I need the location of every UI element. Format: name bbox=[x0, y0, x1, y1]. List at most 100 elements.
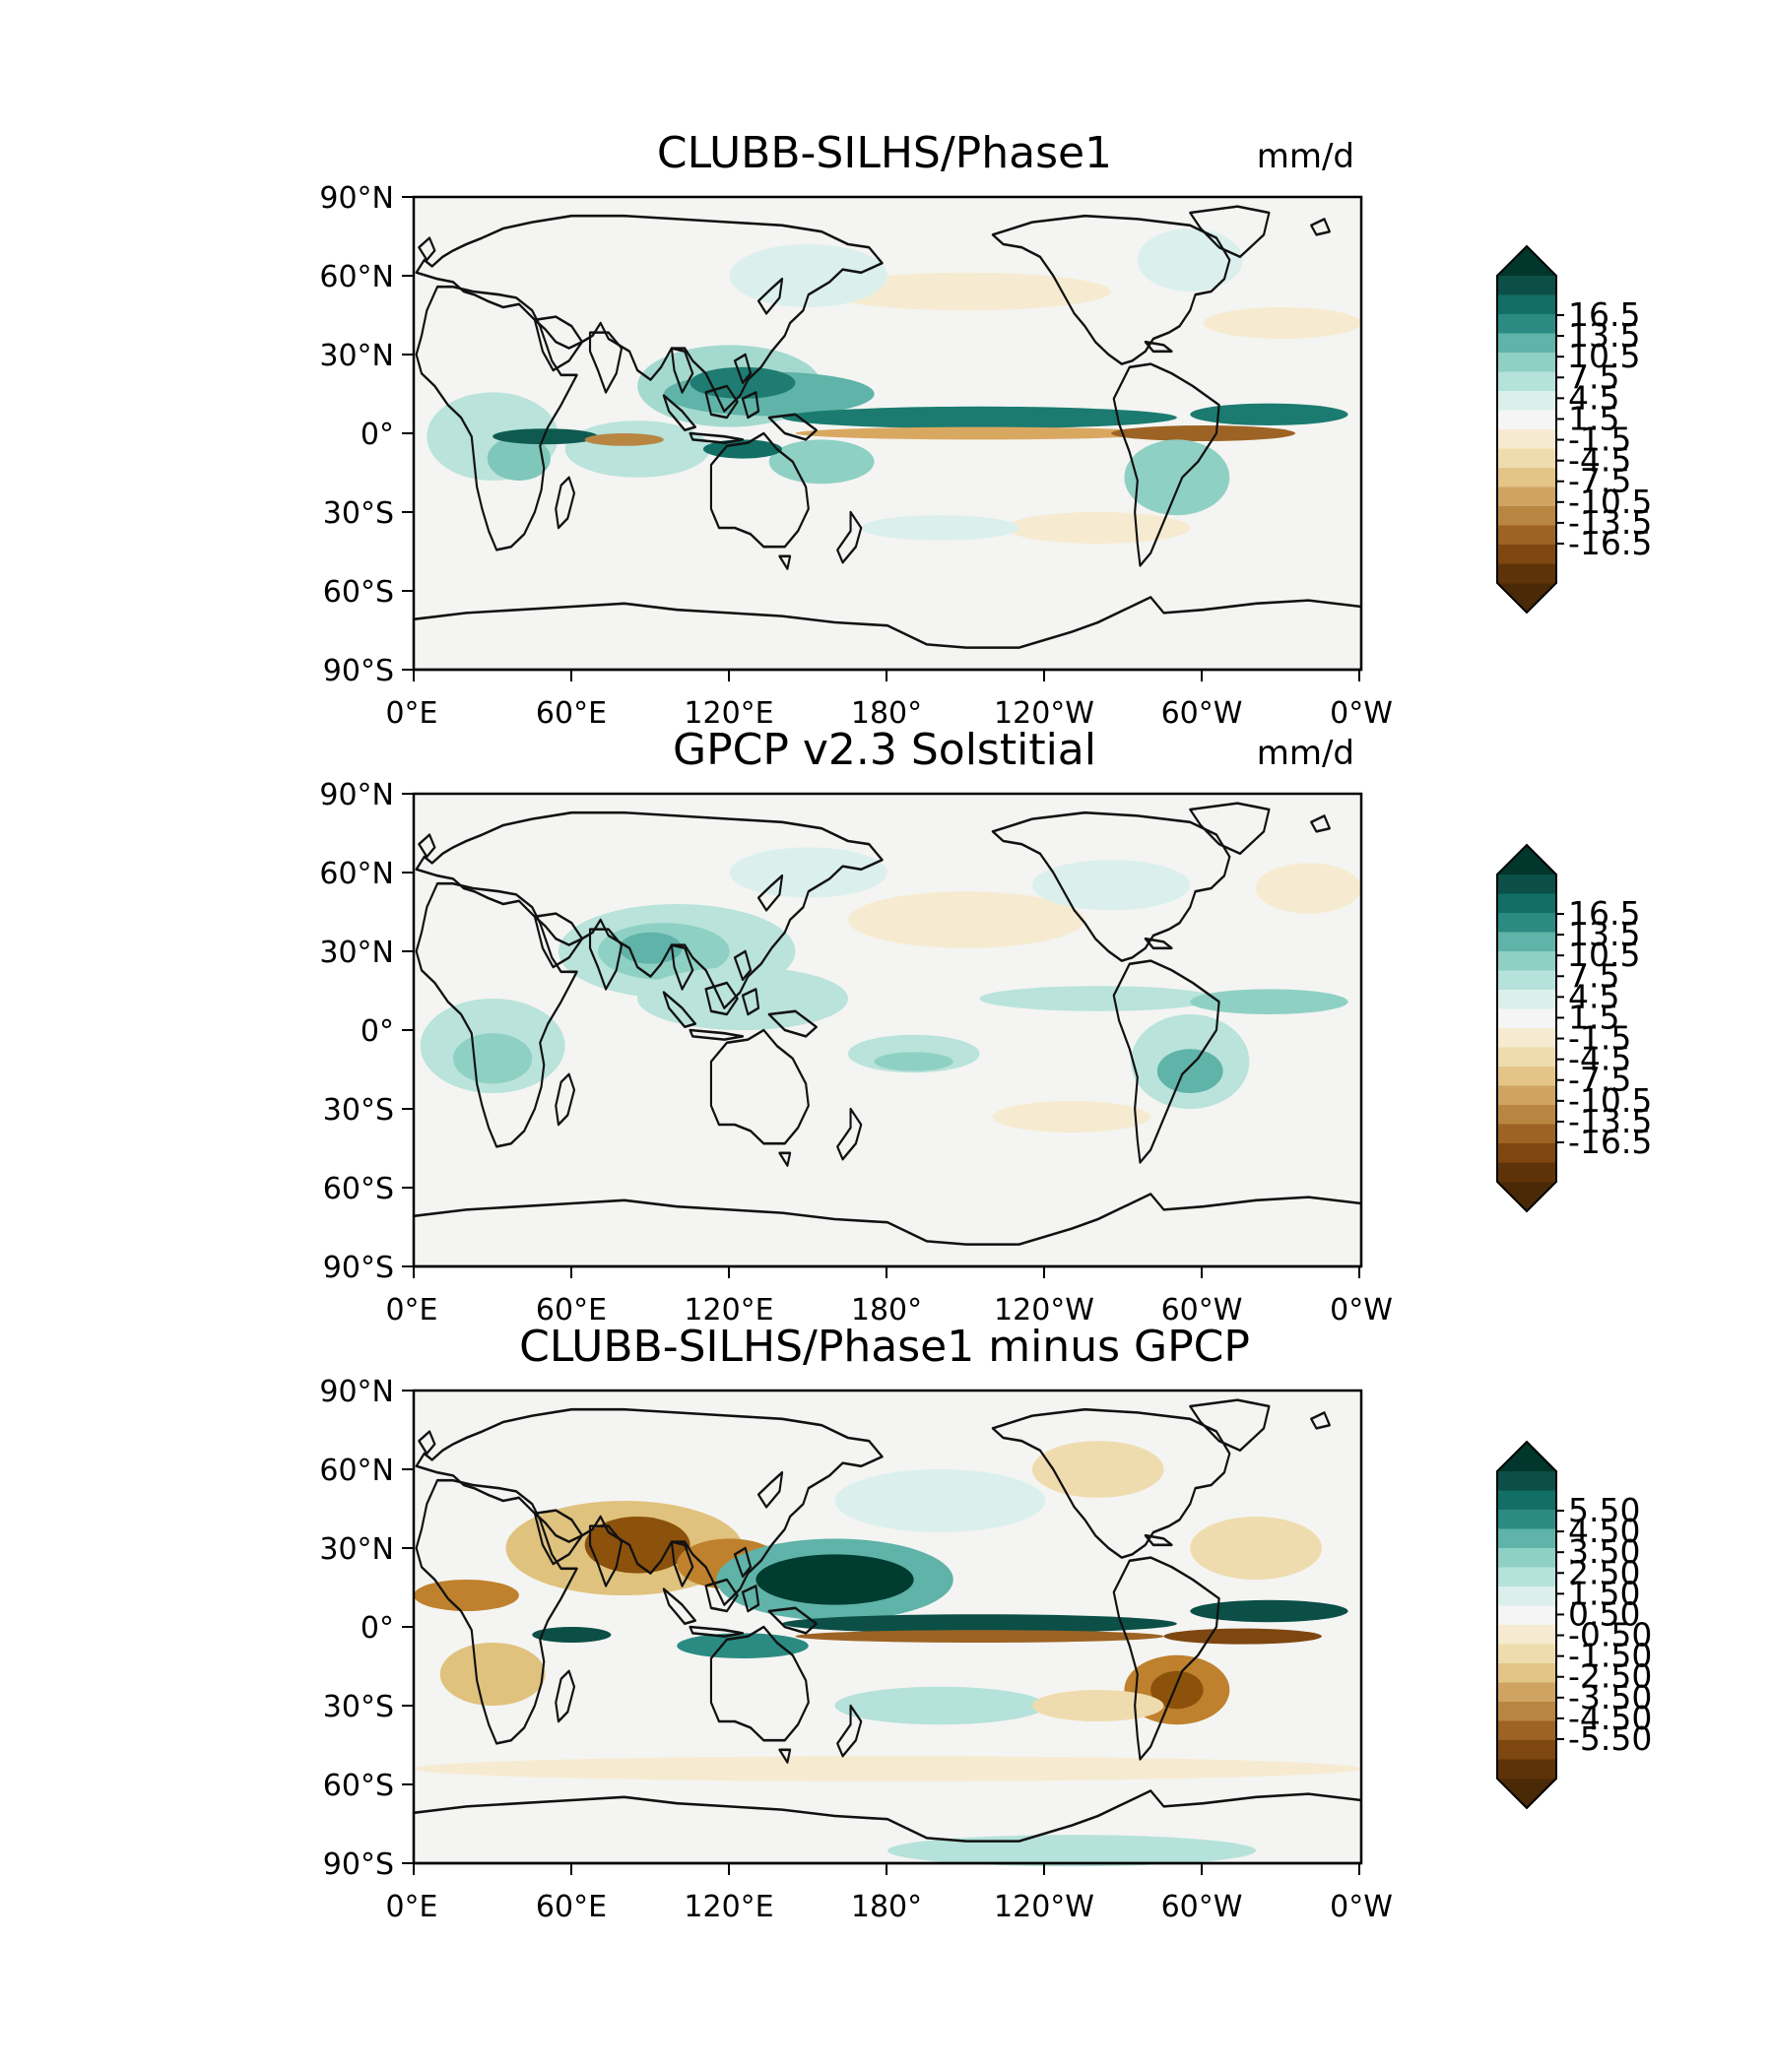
colorbar-tick-label: -16.5 bbox=[1568, 524, 1652, 562]
colorbar-segment bbox=[1497, 1047, 1556, 1068]
lon-axis: 0°E 60°E 120°E 180° 120°W 60°W 0°W bbox=[385, 1863, 1393, 1924]
lon-tick: 180° bbox=[851, 696, 922, 731]
colorbar-extend-min bbox=[1497, 583, 1556, 613]
colorbar-segment bbox=[1497, 1702, 1556, 1721]
colorbar-extend-min bbox=[1497, 1182, 1556, 1211]
colorbar-tick-label: 1.50 bbox=[1568, 1574, 1640, 1612]
colorbar-tick-label: 5.50 bbox=[1568, 1491, 1640, 1529]
colorbar-segment bbox=[1497, 990, 1556, 1009]
colorbar-segment bbox=[1497, 1663, 1556, 1683]
lon-tick: 120°E bbox=[684, 696, 773, 731]
lat-tick: 90°S bbox=[323, 1847, 394, 1882]
colorbar-segment bbox=[1497, 1471, 1556, 1491]
lon-axis: 0°E 60°E 120°E 180° 120°W 60°W 0°W bbox=[385, 1266, 1393, 1327]
lat-tick: 30°N bbox=[319, 1532, 394, 1567]
lon-tick: 0°E bbox=[385, 1890, 437, 1924]
colorbar-tick-label: -7.5 bbox=[1568, 462, 1631, 500]
colorbar-segment bbox=[1497, 276, 1556, 295]
lat-tick: 60°S bbox=[323, 1769, 394, 1803]
lat-tick: 30°N bbox=[319, 936, 394, 970]
map-area bbox=[412, 197, 1363, 672]
lon-tick: 0°W bbox=[1330, 696, 1393, 731]
colorbar-segment bbox=[1497, 1510, 1556, 1529]
colorbar-segment bbox=[1497, 410, 1556, 430]
lat-tick: 30°S bbox=[323, 1093, 394, 1128]
lat-tick: 0° bbox=[361, 418, 394, 452]
colorbar-tick-label: 10.5 bbox=[1568, 936, 1640, 974]
lat-tick: 60°N bbox=[319, 857, 394, 891]
lon-tick: 0°W bbox=[1330, 1890, 1393, 1924]
colorbar-segment bbox=[1497, 1740, 1556, 1760]
colorbar-tick-label: 3.50 bbox=[1568, 1532, 1640, 1571]
colorbar-tick-label: 4.50 bbox=[1568, 1512, 1640, 1550]
colorbar-segment bbox=[1497, 874, 1556, 894]
colorbar-segment bbox=[1497, 506, 1556, 526]
colorbar-segment bbox=[1497, 1567, 1556, 1587]
colorbar-tick-label: -13.5 bbox=[1568, 1102, 1652, 1140]
lon-tick: 60°E bbox=[536, 1293, 607, 1327]
colorbar-tick-label: -16.5 bbox=[1568, 1123, 1652, 1161]
colorbar-tick-label: -4.5 bbox=[1568, 1040, 1631, 1078]
colorbar-segment bbox=[1497, 486, 1556, 507]
colorbar-tick-label: -5.50 bbox=[1568, 1719, 1652, 1758]
lon-tick: 60°W bbox=[1161, 1293, 1243, 1327]
lon-tick: 120°W bbox=[994, 696, 1094, 731]
units-label: mm/d bbox=[1257, 137, 1354, 176]
colorbar-segment bbox=[1497, 1682, 1556, 1703]
colorbar-tick-label: 7.5 bbox=[1568, 357, 1619, 396]
colorbar-tick-label: 1.5 bbox=[1568, 399, 1619, 437]
colorbar-segment bbox=[1497, 1548, 1556, 1568]
colorbar-segment bbox=[1497, 333, 1556, 354]
precipitation-field bbox=[427, 228, 1361, 544]
colorbar-tick-label: -4.50 bbox=[1568, 1699, 1652, 1737]
colorbar-tick-label: 1.5 bbox=[1568, 998, 1619, 1036]
colorbar-segment bbox=[1497, 1490, 1556, 1511]
colorbar-segment bbox=[1497, 429, 1556, 449]
map-area bbox=[412, 1391, 1363, 1867]
colorbar-tick-label: -2.50 bbox=[1568, 1657, 1652, 1696]
colorbar-tick-label: -4.5 bbox=[1568, 441, 1631, 480]
colorbar-segment bbox=[1497, 1605, 1556, 1626]
lat-tick: 90°S bbox=[323, 1251, 394, 1285]
colorbar-segment bbox=[1497, 391, 1556, 411]
lon-tick: 60°E bbox=[536, 1890, 607, 1924]
colorbar-segment bbox=[1497, 1720, 1556, 1741]
colorbar: 16.513.510.57.54.51.5-1.5-4.5-7.5-10.5-1… bbox=[1496, 244, 1652, 615]
colorbar-segment bbox=[1497, 1028, 1556, 1048]
panel-model: CLUBB-SILHS/Phase1 mm/d bbox=[319, 128, 1652, 731]
lat-tick: 30°S bbox=[323, 1690, 394, 1724]
colorbar-tick-label: 10.5 bbox=[1568, 337, 1640, 375]
colorbar-tick-label: -13.5 bbox=[1568, 503, 1652, 542]
difference-field bbox=[414, 1441, 1361, 1867]
lat-tick: 60°N bbox=[319, 260, 394, 294]
lat-tick: 90°N bbox=[319, 181, 394, 216]
lon-tick: 0°W bbox=[1330, 1293, 1393, 1327]
colorbar-extend-max bbox=[1497, 845, 1556, 874]
lon-tick: 120°E bbox=[684, 1293, 773, 1327]
colorbar-segment bbox=[1497, 353, 1556, 372]
colorbar-extend-min bbox=[1497, 1779, 1556, 1808]
colorbar-segment bbox=[1497, 525, 1556, 546]
colorbar-tick-label: 4.5 bbox=[1568, 378, 1619, 417]
colorbar-segment bbox=[1497, 1586, 1556, 1606]
colorbar-segment bbox=[1497, 468, 1556, 487]
colorbar-segment bbox=[1497, 1143, 1556, 1163]
lon-axis: 0°E 60°E 120°E 180° 120°W 60°W 0°W bbox=[385, 670, 1393, 731]
colorbar-segment bbox=[1497, 1162, 1556, 1183]
colorbar-tick-label: 0.50 bbox=[1568, 1594, 1640, 1633]
lon-tick: 60°W bbox=[1161, 696, 1243, 731]
colorbar-segment bbox=[1497, 1105, 1556, 1125]
lat-tick: 90°N bbox=[319, 778, 394, 812]
colorbar-outline bbox=[1496, 1440, 1557, 1810]
lon-tick: 120°W bbox=[994, 1293, 1094, 1327]
colorbar-segment bbox=[1497, 951, 1556, 971]
lon-tick: 180° bbox=[851, 1890, 922, 1924]
colorbar-tick-label: 4.5 bbox=[1568, 977, 1619, 1015]
colorbar-segment bbox=[1497, 1008, 1556, 1029]
lat-tick: 30°S bbox=[323, 496, 394, 531]
lat-tick: 30°N bbox=[319, 339, 394, 373]
colorbar-segment bbox=[1497, 1067, 1556, 1086]
lat-tick: 60°S bbox=[323, 1172, 394, 1206]
colorbar-tick-label: -0.50 bbox=[1568, 1616, 1652, 1654]
colorbar-outline bbox=[1496, 244, 1557, 615]
